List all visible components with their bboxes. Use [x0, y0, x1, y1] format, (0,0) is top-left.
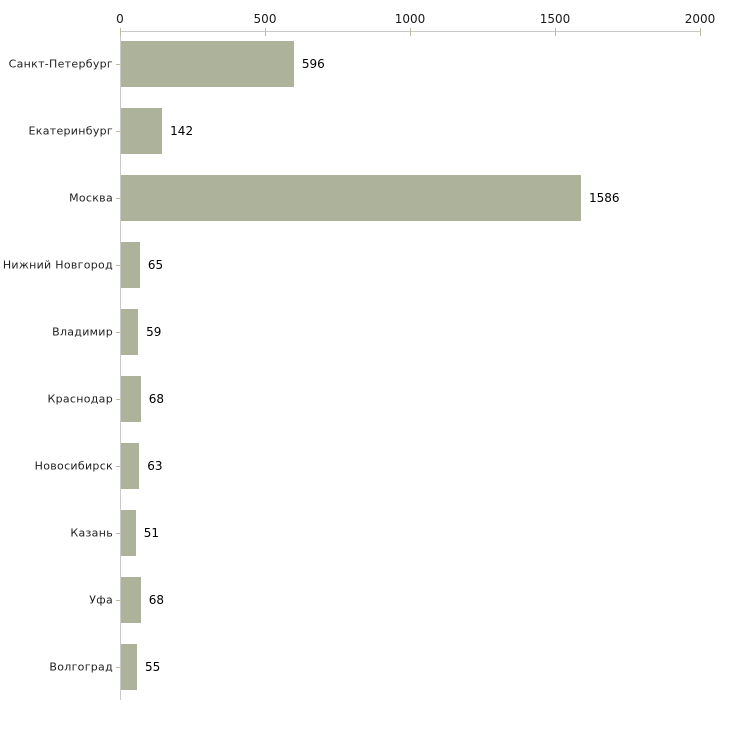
value-label: 51 [143, 525, 160, 540]
bar [121, 108, 163, 155]
y-tick-mark [116, 265, 120, 267]
bar-row: Уфа 68 [89, 566, 701, 633]
value-label: 68 [148, 592, 164, 607]
bar-row: Москва 1586 [69, 165, 701, 232]
bar [121, 242, 140, 289]
y-tick-mark [116, 465, 120, 467]
x-tick-label: 500 [253, 12, 277, 26]
bar [121, 643, 137, 690]
bar-row: Санкт-Петербург 596 [9, 31, 701, 98]
x-tick-mark [265, 28, 266, 36]
category-label: Волгоград [49, 660, 113, 674]
x-tick-label: 2000 [684, 12, 716, 26]
x-tick-mark [120, 28, 121, 36]
y-tick-mark [116, 599, 120, 601]
bar-row: Казань 51 [70, 499, 701, 566]
category-label: Казань [70, 526, 113, 540]
value-label: 65 [147, 258, 164, 273]
y-tick-mark [116, 532, 120, 534]
value-label: 1586 [588, 191, 620, 206]
bar [121, 41, 294, 88]
bar [121, 509, 136, 556]
y-axis-line [120, 31, 121, 700]
y-tick-mark [116, 64, 120, 66]
value-label: 59 [146, 325, 162, 340]
bar-row: Волгоград 55 [49, 633, 701, 700]
value-label: 142 [170, 124, 194, 139]
category-label: Владимир [52, 325, 113, 339]
category-label: Санкт-Петербург [8, 57, 113, 71]
category-label: Новосибирск [34, 459, 113, 473]
bar [121, 375, 141, 422]
bar-row: Краснодар 68 [47, 366, 701, 433]
y-tick-mark [116, 131, 120, 133]
x-tick-mark [410, 28, 411, 36]
bar-row: Новосибирск 63 [35, 432, 701, 499]
category-label: Нижний Новгород [2, 258, 113, 272]
bar [121, 309, 139, 356]
category-label: Екатеринбург [28, 124, 113, 138]
value-label: 63 [147, 458, 163, 473]
bar-row: Нижний Новгород 65 [3, 232, 701, 299]
x-tick-mark [555, 28, 556, 36]
value-label: 68 [148, 391, 164, 406]
value-label: 55 [144, 659, 161, 674]
value-label: 596 [301, 57, 325, 72]
y-tick-mark [116, 198, 120, 200]
category-label: Уфа [89, 593, 113, 607]
y-tick-mark [116, 332, 120, 334]
category-label: Краснодар [47, 392, 113, 406]
bar-row: Екатеринбург 142 [29, 98, 701, 165]
x-tick-label: 1500 [539, 12, 571, 26]
category-label: Москва [69, 191, 113, 205]
y-tick-mark [116, 398, 120, 400]
plot-area: Санкт-Петербург 596 Екатеринбург 142 Москва 1… [3, 31, 701, 700]
bar [121, 442, 140, 489]
x-tick-label: 1000 [394, 12, 426, 26]
x-tick-mark [700, 28, 701, 36]
bar [121, 576, 141, 623]
x-tick-label: 0 [116, 12, 124, 26]
y-tick-mark [116, 666, 120, 668]
bar [121, 175, 581, 222]
bar-row: Владимир 59 [52, 299, 701, 366]
